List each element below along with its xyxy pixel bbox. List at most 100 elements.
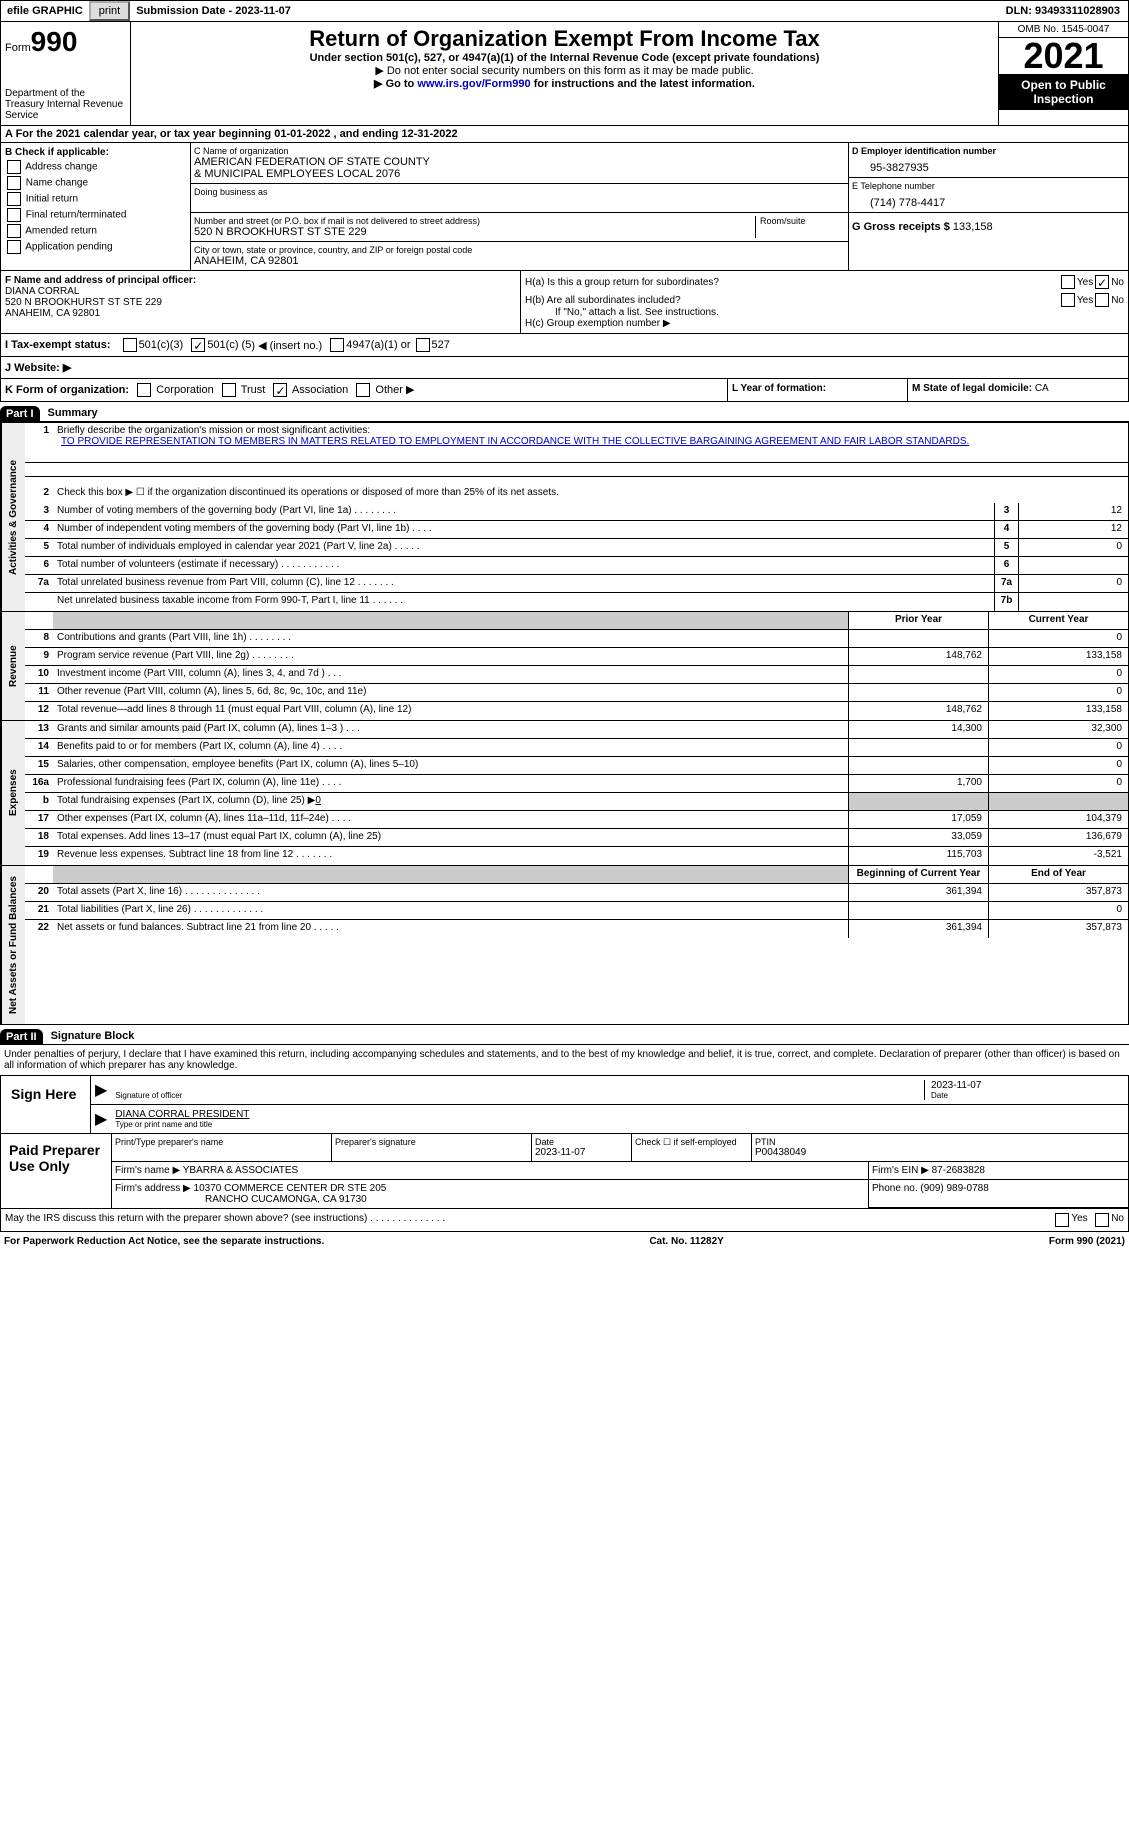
cb-initial-return[interactable]: Initial return	[5, 192, 186, 206]
l14: Benefits paid to or for members (Part IX…	[53, 739, 848, 756]
summary-expenses: Expenses 13Grants and similar amounts pa…	[0, 721, 1129, 866]
l21: Total liabilities (Part X, line 26) . . …	[53, 902, 848, 919]
ha-label: H(a) Is this a group return for subordin…	[525, 277, 1059, 288]
firm-phone: (909) 989-0788	[920, 1183, 988, 1194]
print-button[interactable]: print	[89, 1, 130, 21]
part1-title: Summary	[40, 405, 1129, 422]
p10	[848, 666, 988, 683]
cb-501c[interactable]: ✓	[191, 338, 205, 352]
phone-box: E Telephone number (714) 778-4417	[849, 178, 1128, 213]
l12: Total revenue—add lines 8 through 11 (mu…	[53, 702, 848, 720]
cb-trust[interactable]	[222, 383, 236, 397]
v4: 12	[1018, 521, 1128, 538]
c12: 133,158	[988, 702, 1128, 720]
summary-revenue: Revenue Prior YearCurrent Year 8Contribu…	[0, 612, 1129, 721]
firm-addr1: 10370 COMMERCE CENTER DR STE 205	[194, 1183, 387, 1194]
c16a: 0	[988, 775, 1128, 792]
cb-application-pending[interactable]: Application pending	[5, 240, 186, 254]
vtab-netassets: Net Assets or Fund Balances	[1, 866, 25, 1024]
ha-no[interactable]: ✓	[1095, 275, 1109, 289]
cb-address-change[interactable]: Address change	[5, 160, 186, 174]
beg-hdr: Beginning of Current Year	[848, 866, 988, 883]
open-public-badge: Open to Public Inspection	[999, 74, 1128, 110]
l5: Total number of individuals employed in …	[53, 539, 994, 556]
cb-name-change[interactable]: Name change	[5, 176, 186, 190]
l20: Total assets (Part X, line 16) . . . . .…	[53, 884, 848, 901]
sig-officer-label: Signature of officer	[115, 1091, 924, 1100]
hb-yes[interactable]	[1061, 293, 1075, 307]
c17: 104,379	[988, 811, 1128, 828]
cb-final-return[interactable]: Final return/terminated	[5, 208, 186, 222]
officer-label: F Name and address of principal officer:	[5, 275, 196, 286]
c21: 0	[988, 902, 1128, 919]
l11: Other revenue (Part VIII, column (A), li…	[53, 684, 848, 701]
cb-527[interactable]	[416, 338, 430, 352]
discuss-row: May the IRS discuss this return with the…	[0, 1209, 1129, 1232]
l3: Number of voting members of the governin…	[53, 503, 994, 520]
firm-ein: 87-2683828	[932, 1165, 985, 1176]
p9: 148,762	[848, 648, 988, 665]
col-b: B Check if applicable: Address change Na…	[1, 143, 191, 270]
org-name-2: & MUNICIPAL EMPLOYEES LOCAL 2076	[194, 168, 845, 180]
website-label: J Website: ▶	[5, 361, 71, 374]
room-label: Room/suite	[760, 216, 845, 226]
submission-label: Submission Date - 2023-11-07	[130, 3, 297, 19]
c19: -3,521	[988, 847, 1128, 865]
cb-corp[interactable]	[137, 383, 151, 397]
vtab-expenses: Expenses	[1, 721, 25, 865]
gross-label: G Gross receipts $	[852, 221, 953, 233]
ha-yes[interactable]	[1061, 275, 1075, 289]
c14: 0	[988, 739, 1128, 756]
l4: Number of independent voting members of …	[53, 521, 994, 538]
firm-ein-label: Firm's EIN ▶	[872, 1165, 932, 1176]
l7a: Total unrelated business revenue from Pa…	[53, 575, 994, 592]
discuss-yes[interactable]	[1055, 1213, 1069, 1227]
firm-name: YBARRA & ASSOCIATES	[183, 1165, 298, 1176]
p14	[848, 739, 988, 756]
officer-addr: 520 N BROOKHURST ST STE 229	[5, 297, 162, 308]
ssn-note: ▶ Do not enter social security numbers o…	[135, 64, 994, 77]
l13: Grants and similar amounts paid (Part IX…	[53, 721, 848, 738]
cb-501c3[interactable]	[123, 338, 137, 352]
paid-preparer-label: Paid Preparer Use Only	[1, 1134, 111, 1208]
irs-link[interactable]: www.irs.gov/Form990	[417, 78, 530, 90]
cb-assoc[interactable]: ✓	[273, 383, 287, 397]
hb-note: If "No," attach a list. See instructions…	[525, 307, 1124, 318]
sign-here-block: Sign Here ▶ Signature of officer 2023-11…	[0, 1075, 1129, 1134]
ptin-value: P00438049	[755, 1147, 806, 1158]
efile-label: efile GRAPHIC	[1, 3, 89, 19]
l19: Revenue less expenses. Subtract line 18 …	[53, 847, 848, 865]
cb-amended-return[interactable]: Amended return	[5, 224, 186, 238]
prep-date-label: Date	[535, 1137, 628, 1147]
prep-sig-label: Preparer's signature	[335, 1137, 528, 1147]
c15: 0	[988, 757, 1128, 774]
l6: Total number of volunteers (estimate if …	[53, 557, 994, 574]
p12: 148,762	[848, 702, 988, 720]
cb-other[interactable]	[356, 383, 370, 397]
discuss-no[interactable]	[1095, 1213, 1109, 1227]
p19: 115,703	[848, 847, 988, 865]
sig-date-label: Date	[931, 1091, 1124, 1100]
l16a: Professional fundraising fees (Part IX, …	[53, 775, 848, 792]
dba-box: Doing business as	[191, 184, 848, 213]
phone-label: E Telephone number	[852, 181, 1125, 191]
form-ref: Form 990 (2021)	[1049, 1236, 1125, 1247]
l22: Net assets or fund balances. Subtract li…	[53, 920, 848, 938]
ein-label: D Employer identification number	[852, 146, 996, 156]
l10: Investment income (Part VIII, column (A)…	[53, 666, 848, 683]
org-name-1: AMERICAN FEDERATION OF STATE COUNTY	[194, 156, 845, 168]
prior-hdr: Prior Year	[848, 612, 988, 629]
header-left: Form990 Department of the Treasury Inter…	[1, 22, 131, 125]
city-value: ANAHEIM, CA 92801	[194, 255, 845, 267]
col-d: D Employer identification number 95-3827…	[848, 143, 1128, 270]
v5: 0	[1018, 539, 1128, 556]
state-domicile: M State of legal domicile: CA	[908, 379, 1128, 401]
ein-value: 95-3827935	[852, 156, 1125, 174]
cb-4947[interactable]	[330, 338, 344, 352]
form-number: Form990	[5, 26, 126, 58]
hb-no[interactable]	[1095, 293, 1109, 307]
firm-addr2: RANCHO CUCAMONGA, CA 91730	[115, 1194, 367, 1205]
firm-name-label: Firm's name ▶	[115, 1165, 183, 1176]
p20: 361,394	[848, 884, 988, 901]
current-hdr: Current Year	[988, 612, 1128, 629]
